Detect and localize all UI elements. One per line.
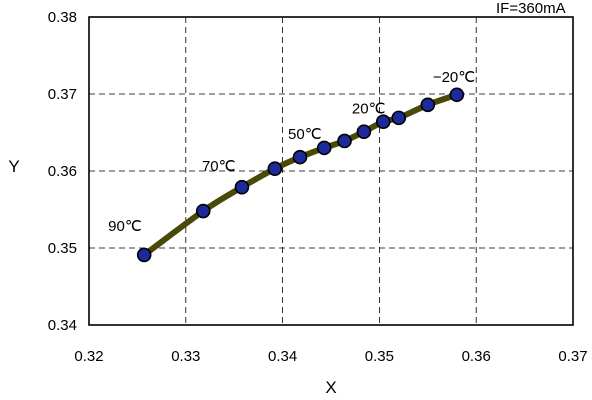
- gridlines: [89, 17, 573, 325]
- x-tick-label: 0.32: [74, 348, 103, 365]
- data-point: [356, 124, 372, 140]
- x-tick-label: 0.34: [268, 348, 297, 365]
- y-axis-title: Y: [8, 157, 19, 176]
- y-tick-label: 0.35: [48, 240, 77, 257]
- plot-area-frame: [88, 16, 574, 326]
- series-line: [141, 91, 460, 258]
- y-tick-label: 0.34: [48, 317, 77, 334]
- temperature-annotation: 20℃: [352, 101, 386, 118]
- y-tick-label: 0.38: [48, 9, 77, 26]
- data-point: [267, 161, 283, 176]
- y-tick-label: 0.36: [48, 163, 77, 180]
- tick-labels: 0.32 0.33 0.34 0.35 0.36 0.37 0.34 0.35 0.36 0.37…: [48, 9, 588, 365]
- condition-label: IF=360mA: [496, 0, 566, 17]
- x-tick-label: 0.35: [365, 348, 394, 365]
- data-point: [316, 140, 332, 156]
- annotations: 90℃ 70℃ 50℃ 20℃ −20℃: [108, 69, 475, 235]
- series-group: [136, 87, 465, 263]
- data-point: [195, 203, 211, 219]
- data-point: [292, 149, 308, 165]
- data-point: [234, 179, 250, 195]
- temperature-annotation: 50℃: [288, 126, 322, 143]
- x-axis-title: X: [325, 378, 336, 397]
- data-point: [449, 87, 465, 103]
- x-tick-label: 0.36: [462, 348, 491, 365]
- data-point: [337, 133, 352, 149]
- y-tick-label: 0.37: [48, 86, 77, 103]
- temperature-annotation: 90℃: [108, 218, 142, 235]
- data-point: [375, 114, 391, 130]
- data-point: [136, 247, 152, 263]
- x-tick-label: 0.33: [171, 348, 200, 365]
- data-point: [420, 97, 436, 113]
- temperature-annotation: 70℃: [202, 158, 236, 175]
- temperature-annotation: −20℃: [433, 69, 475, 86]
- x-tick-label: 0.37: [558, 348, 587, 365]
- data-point: [391, 110, 407, 126]
